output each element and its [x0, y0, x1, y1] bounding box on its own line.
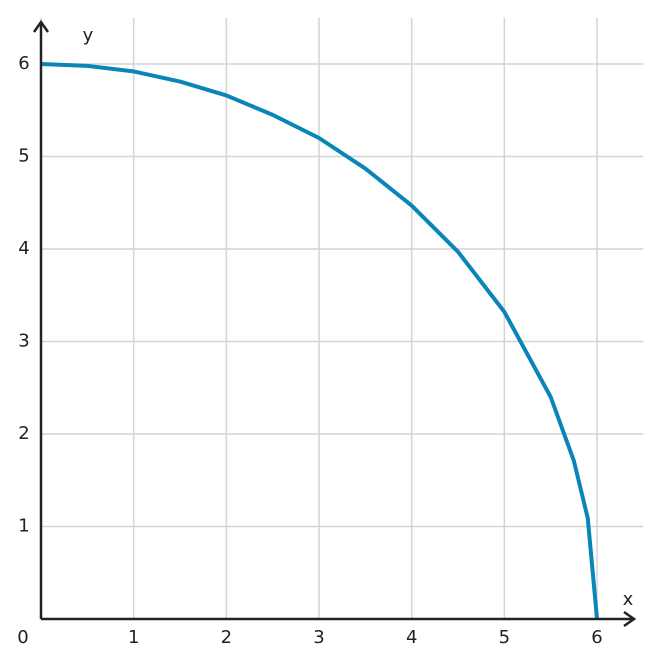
x-tick-label: 3	[313, 627, 324, 648]
y-tick-label: 1	[18, 516, 29, 537]
y-tick-label: 3	[18, 331, 29, 352]
y-tick-label: 5	[18, 146, 29, 167]
x-tick-label: 5	[499, 627, 510, 648]
x-tick-label: 4	[406, 627, 417, 648]
y-tick-label: 2	[18, 423, 29, 444]
y-tick-label: 6	[18, 53, 29, 74]
curve	[40, 62, 600, 620]
x-tick-label: 2	[221, 627, 232, 648]
x-tick-label: 0	[17, 627, 28, 648]
y-tick-label: 4	[18, 238, 29, 259]
x-tick-label: 1	[128, 627, 139, 648]
plot	[40, 62, 600, 620]
y-axis-arrow	[32, 19, 50, 33]
y-axis-label: y	[83, 25, 94, 46]
x-axis-label: x	[623, 589, 634, 610]
x-axis-arrow	[623, 610, 637, 628]
grid	[40, 17, 644, 619]
x-tick-label: 6	[591, 627, 602, 648]
